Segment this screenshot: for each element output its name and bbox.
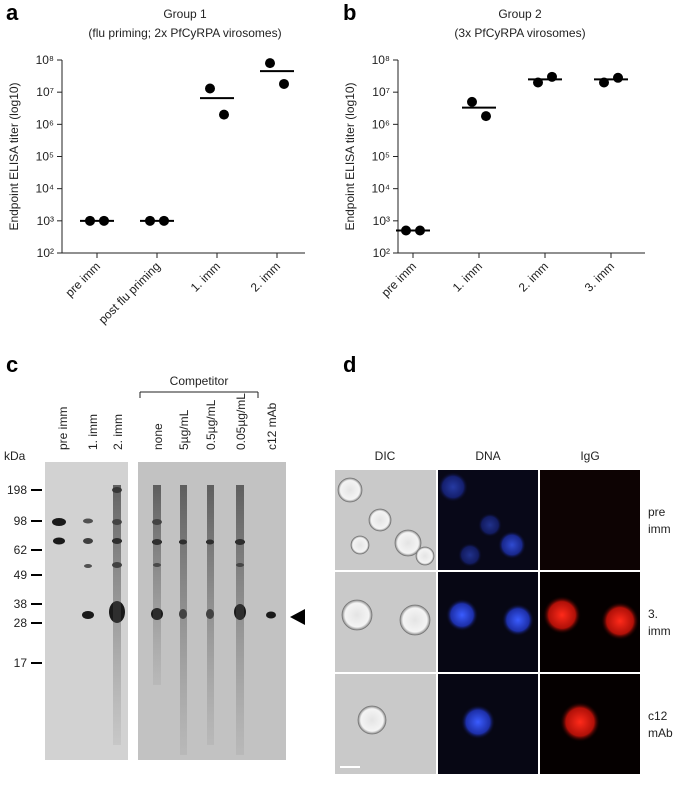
y-tick-label: 10⁸	[36, 53, 54, 67]
data-point	[481, 111, 491, 122]
x-tick-label: 1. imm	[450, 259, 485, 294]
unit-label: kDa	[4, 449, 26, 463]
data-point	[467, 96, 477, 107]
igg-signal	[543, 596, 639, 742]
y-tick-label: 10⁶	[372, 117, 390, 131]
lane-label: 1. imm	[86, 414, 100, 450]
row-label: 3.	[648, 607, 658, 621]
data-point	[219, 109, 229, 120]
y-tick-label: 10⁵	[372, 150, 390, 164]
data-point	[205, 83, 215, 94]
panel-label: a	[6, 0, 19, 25]
x-tick-label: 2. imm	[248, 259, 283, 294]
marker-label: 49	[14, 568, 28, 582]
marker-label: 17	[14, 656, 28, 670]
marker-label: 62	[14, 543, 28, 557]
arrowhead	[290, 609, 305, 625]
lane-label: 5µg/mL	[177, 409, 191, 450]
igg-image	[540, 470, 640, 570]
y-axis-label: Endpoint ELISA titer (log10)	[343, 82, 357, 230]
blot-smears	[113, 485, 244, 755]
x-tick-label: 2. imm	[516, 259, 551, 294]
chart-subtitle: (flu priming; 2x PfCyRPA virosomes)	[88, 26, 281, 40]
y-tick-label: 10³	[373, 214, 390, 228]
row-label: mAb	[648, 726, 673, 740]
x-tick-label: pre imm	[63, 259, 104, 300]
y-tick-label: 10⁴	[371, 182, 390, 196]
chart-title: Group 2	[498, 7, 542, 21]
x-tick-label: post flu priming	[96, 259, 163, 326]
nuclei	[438, 472, 534, 739]
column-header: IgG	[580, 449, 599, 463]
row-label: c12	[648, 709, 668, 723]
x-tick-label: pre imm	[379, 259, 420, 300]
data-point	[265, 58, 275, 69]
y-tick-label: 10⁷	[372, 85, 390, 99]
data-point	[613, 72, 623, 83]
y-axis-label: Endpoint ELISA titer (log10)	[7, 82, 21, 230]
row-label: imm	[648, 624, 671, 638]
y-tick-label: 10⁵	[36, 150, 54, 164]
marker-label: 98	[14, 514, 28, 528]
lane-label: pre imm	[56, 407, 70, 450]
x-tick-label: 3. imm	[582, 259, 617, 294]
row-label: imm	[648, 522, 671, 536]
panel-label: c	[6, 352, 18, 377]
column-header: DNA	[475, 449, 500, 463]
chart-title: Group 1	[163, 7, 207, 21]
y-tick-label: 10⁶	[36, 117, 54, 131]
lane-label: c12 mAb	[265, 402, 279, 450]
marker-label: 28	[14, 616, 28, 630]
column-header: DIC	[375, 449, 396, 463]
row-label: pre	[648, 505, 666, 519]
blot: Competitor kDa	[4, 374, 305, 760]
marker-label: 38	[14, 597, 28, 611]
lane-label: none	[151, 423, 165, 450]
y-tick-label: 10⁸	[372, 53, 390, 67]
cells	[337, 477, 435, 735]
data-point	[279, 78, 289, 89]
panel-label: b	[343, 0, 356, 25]
microscopy	[335, 470, 640, 774]
lane-label: 0.05µg/mL	[234, 393, 248, 450]
lane-label: 2. imm	[111, 414, 125, 450]
y-tick-label: 10³	[37, 214, 54, 228]
competitor-label: Competitor	[170, 374, 229, 388]
y-tick-label: 10⁴	[35, 182, 54, 196]
y-tick-label: 10²	[373, 246, 390, 260]
lane-label: 0.5µg/mL	[204, 399, 218, 450]
x-tick-label: 1. imm	[188, 259, 223, 294]
y-tick-label: 10⁷	[36, 85, 54, 99]
y-tick-label: 10²	[37, 246, 54, 260]
panel-label: d	[343, 352, 356, 377]
marker-label: 198	[7, 483, 27, 497]
chart-subtitle: (3x PfCyRPA virosomes)	[454, 26, 585, 40]
